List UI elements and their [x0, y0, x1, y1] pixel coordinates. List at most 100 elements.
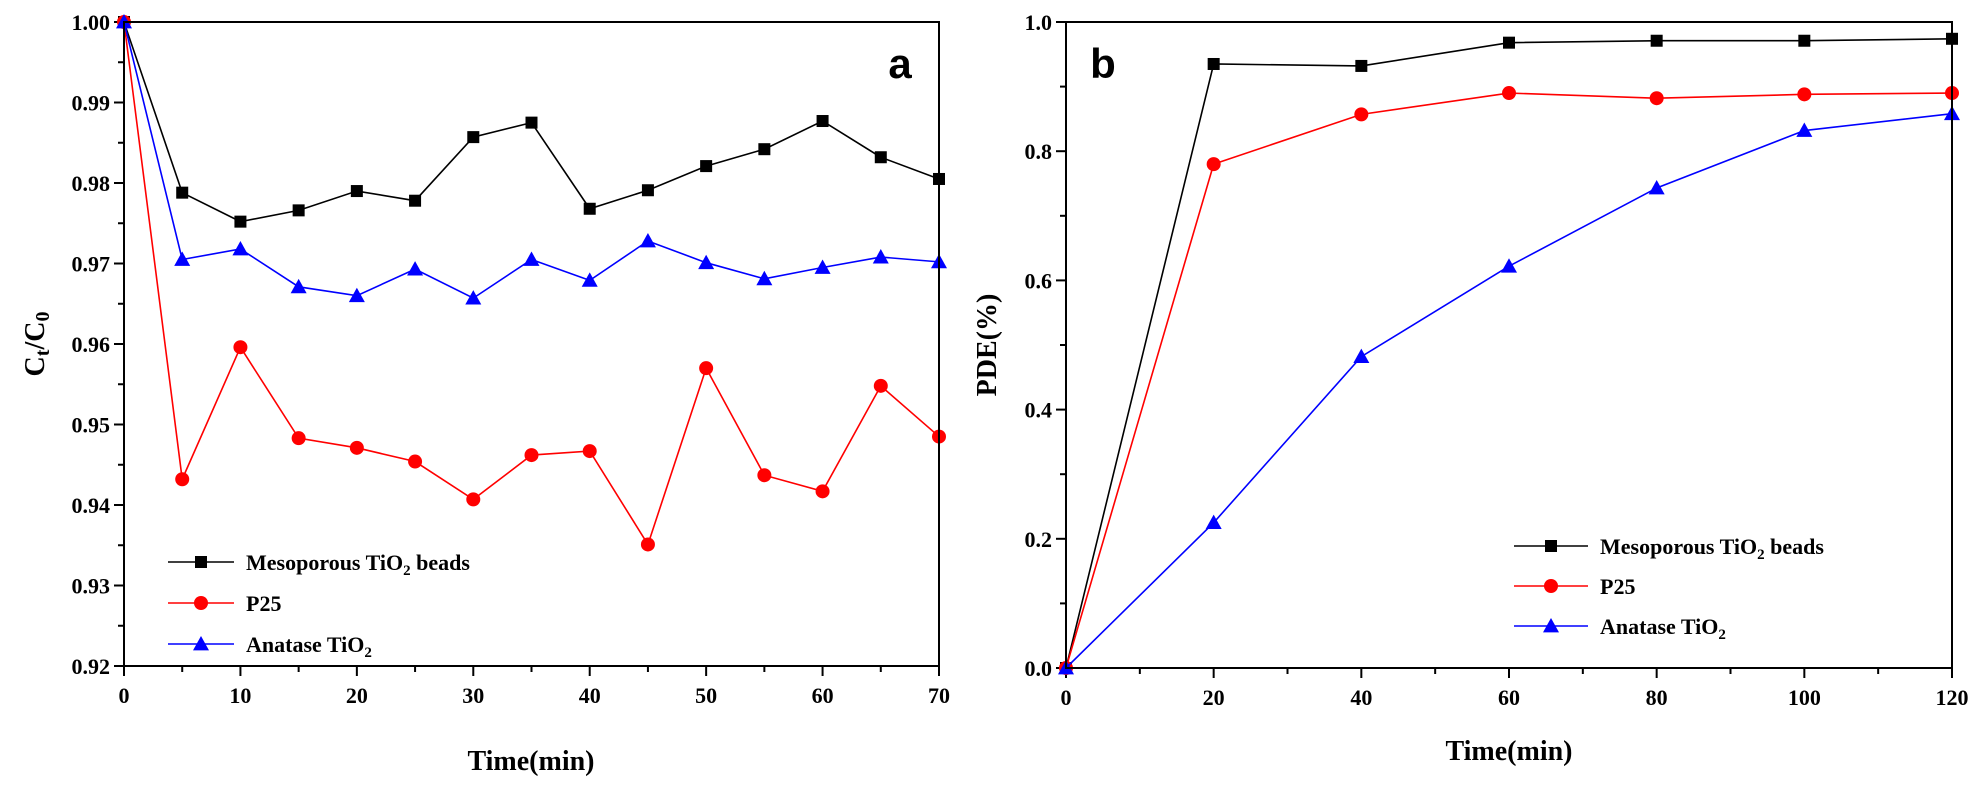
circle-data-point: [349, 440, 364, 455]
panel-b-letter: b: [1090, 40, 1116, 87]
square-data-point: [176, 186, 189, 199]
square-data-point: [292, 204, 305, 217]
legend-marker: [195, 556, 207, 568]
square-data-point: [1355, 59, 1368, 72]
panel-b-ticks: [1056, 21, 1953, 678]
legend-label: Mesoporous TiO2 beads: [246, 550, 470, 579]
circle-series-line: [123, 21, 940, 547]
x-tick-label: 120: [1936, 685, 1969, 710]
panel-b-tick-labels: 0 20 40 60 80 100 120 0.0 0.2 0.4 0.6 0.8 1.0: [1025, 10, 1969, 710]
circle-data-point: [1354, 107, 1369, 122]
panel-b-series: [1058, 32, 1960, 675]
square-data-point: [409, 194, 422, 207]
panel-a-x-axis-title: Time(min): [467, 746, 594, 777]
triangle-data-point: [1205, 514, 1222, 530]
triangle-data-point: [290, 278, 307, 294]
triangle-data-point: [407, 261, 424, 276]
y-tick-label: 1.0: [1025, 10, 1053, 35]
circle-data-point: [1649, 91, 1664, 106]
x-tick-label: 60: [812, 683, 834, 708]
circle-data-point: [524, 448, 539, 463]
legend-marker: [1545, 540, 1557, 552]
legend-label: Mesoporous TiO2 beads: [1600, 534, 1824, 563]
legend-entry-triangle: Anatase TiO2: [1514, 614, 1726, 643]
circle-data-point: [582, 444, 597, 459]
x-tick-label: 40: [579, 683, 601, 708]
legend-label-subscript: 2: [364, 645, 372, 661]
panel-a-tick-labels: 0 10 20 30 40 50 60 70 0.92 0.93 0.94 0.95 0.96 0.97 0…: [72, 10, 951, 708]
circle-data-point: [1206, 157, 1221, 172]
triangle-series-line: [1065, 112, 1953, 669]
square-data-point: [874, 151, 887, 164]
panel-b-circle-series: [1059, 86, 1959, 675]
panel-b-square-series: [1060, 32, 1958, 674]
triangle-data-point: [872, 249, 889, 264]
triangle-data-point: [232, 241, 249, 256]
x-tick-label: 40: [1350, 685, 1372, 710]
x-tick-label: 100: [1788, 685, 1821, 710]
legend-entry-circle: P25: [168, 591, 281, 616]
panel-a-triangle-series: [116, 14, 947, 305]
legend-label-main: P25: [246, 591, 281, 616]
panel-b-x-axis-title: Time(min): [1445, 736, 1572, 767]
triangle-data-point: [523, 251, 540, 266]
circle-data-point: [1502, 86, 1516, 101]
triangle-data-point: [814, 259, 831, 274]
circle-data-point: [291, 431, 306, 446]
panel-a-circle-series: [117, 15, 946, 552]
triangle-data-point: [698, 254, 715, 270]
y-tick-label: 0.93: [72, 574, 111, 599]
x-tick-label: 0: [1061, 685, 1072, 710]
x-tick-label: 60: [1498, 685, 1520, 710]
square-series-line: [1065, 37, 1953, 669]
square-data-point: [1207, 57, 1220, 70]
legend-label: P25: [1600, 574, 1635, 599]
triangle-data-point: [1648, 180, 1665, 195]
legend-label-main: Mesoporous TiO: [1600, 534, 1757, 559]
legend-entry-circle: P25: [1514, 574, 1635, 599]
square-data-point: [1798, 34, 1811, 47]
y-title-slash-c: /C: [20, 322, 51, 351]
triangle-data-point: [1501, 258, 1517, 273]
x-tick-label: 30: [462, 683, 484, 708]
square-data-point: [1503, 36, 1515, 49]
y-title-c: C: [20, 356, 51, 376]
circle-data-point: [699, 361, 714, 376]
panel-a-plot-frame: [123, 21, 940, 667]
legend-marker: [1544, 579, 1558, 593]
circle-data-point: [233, 340, 248, 355]
y-tick-label: 0.92: [72, 654, 111, 679]
x-tick-label: 80: [1646, 685, 1668, 710]
legend-entry-square: Mesoporous TiO2 beads: [1514, 534, 1824, 563]
square-data-point: [350, 185, 363, 198]
legend-marker: [194, 596, 208, 610]
x-tick-label: 50: [695, 683, 717, 708]
y-title-sub-0: 0: [32, 312, 54, 322]
circle-data-point: [640, 537, 655, 552]
legend-label-main: P25: [1600, 574, 1635, 599]
panel-b-y-axis-title: PDE(%): [972, 294, 1003, 397]
legend-label-main: Anatase TiO: [1600, 614, 1718, 639]
y-tick-label: 0.4: [1025, 398, 1053, 423]
legend-label: P25: [246, 591, 281, 616]
square-data-point: [816, 115, 829, 128]
y-tick-label: 0.2: [1025, 527, 1053, 552]
triangle-data-point: [1796, 122, 1813, 137]
y-tick-label: 0.8: [1025, 139, 1053, 164]
x-tick-label: 10: [229, 683, 251, 708]
panel-b-triangle-series: [1058, 105, 1960, 675]
triangle-data-point: [348, 287, 365, 303]
square-data-point: [467, 131, 480, 144]
legend-label-suffix: beads: [1765, 534, 1825, 559]
square-data-point: [1650, 34, 1663, 47]
x-tick-label: 70: [928, 683, 950, 708]
legend-marker: [1543, 618, 1559, 633]
y-tick-label: 0.0: [1025, 656, 1053, 681]
x-tick-label: 0: [119, 683, 130, 708]
legend-label: Anatase TiO2: [246, 632, 372, 661]
x-tick-label: 20: [346, 683, 368, 708]
legend-label-subscript: 2: [1757, 547, 1765, 563]
y-tick-label: 0.99: [72, 91, 111, 116]
